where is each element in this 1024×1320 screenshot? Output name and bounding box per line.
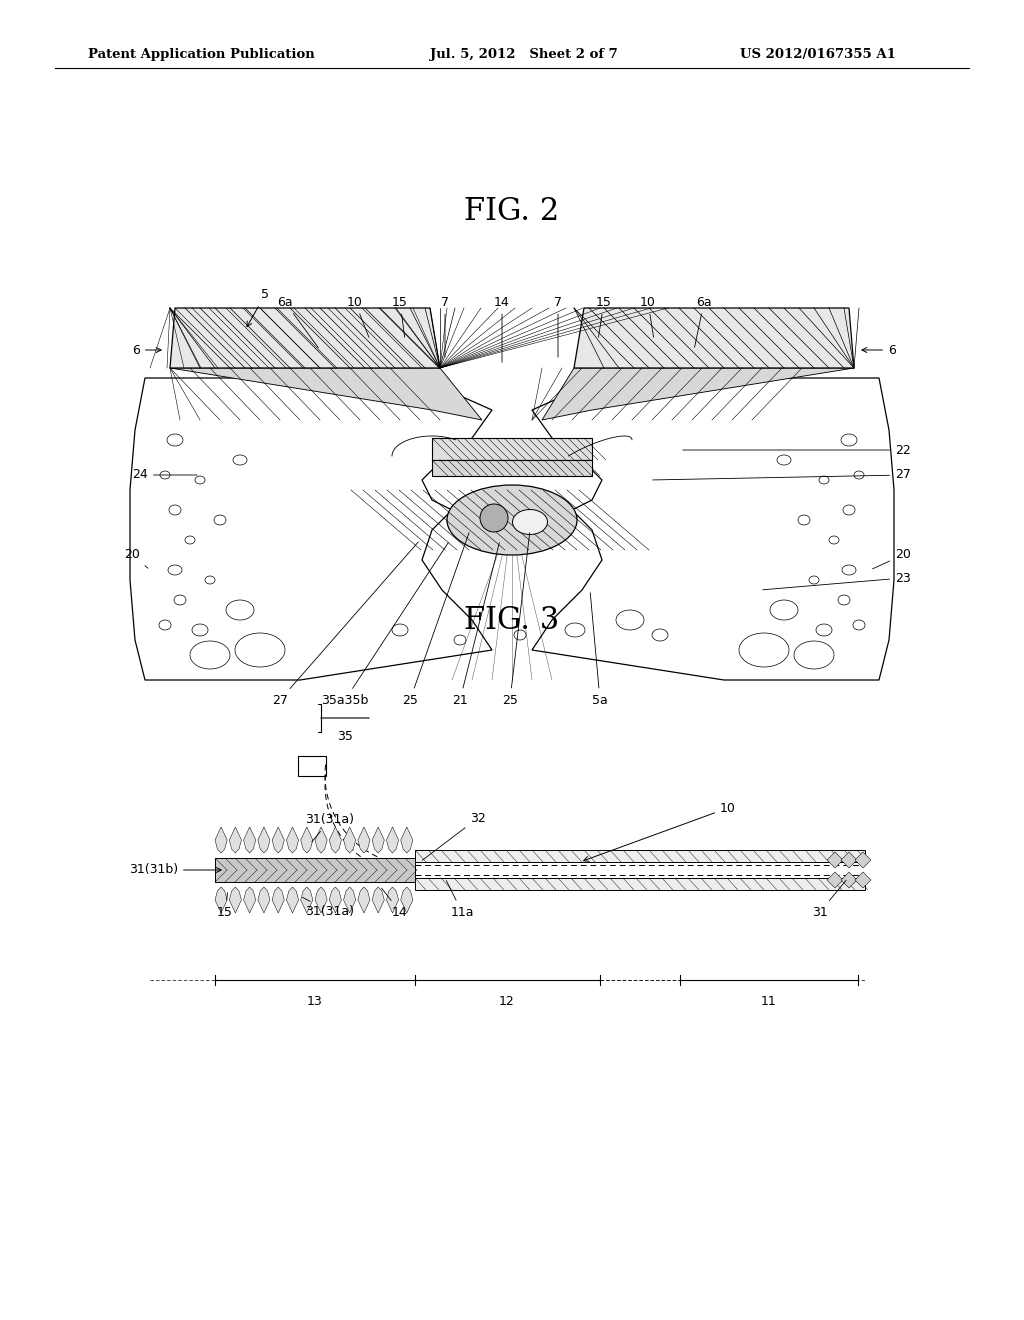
Text: 14: 14 <box>495 296 510 362</box>
Text: 11a: 11a <box>446 880 474 919</box>
Text: 7: 7 <box>441 296 449 358</box>
Text: 6: 6 <box>862 343 896 356</box>
Polygon shape <box>542 368 854 420</box>
Text: 12: 12 <box>499 995 515 1008</box>
Text: 31(31b): 31(31b) <box>129 863 221 876</box>
Polygon shape <box>330 887 341 913</box>
Polygon shape <box>229 887 242 913</box>
Polygon shape <box>244 828 256 853</box>
Text: 31(31a): 31(31a) <box>302 898 354 919</box>
Text: 7: 7 <box>554 296 562 358</box>
Text: 25: 25 <box>402 532 469 706</box>
Polygon shape <box>258 887 270 913</box>
Polygon shape <box>315 887 327 913</box>
Polygon shape <box>386 887 398 913</box>
Polygon shape <box>272 887 285 913</box>
Ellipse shape <box>447 484 577 554</box>
Text: 31: 31 <box>812 880 846 919</box>
Text: 10: 10 <box>347 296 369 338</box>
Polygon shape <box>229 828 242 853</box>
Polygon shape <box>827 873 843 888</box>
Bar <box>415 850 865 862</box>
Polygon shape <box>344 887 355 913</box>
Text: 35a35b: 35a35b <box>322 543 449 706</box>
Polygon shape <box>287 887 299 913</box>
Text: 13: 13 <box>307 995 323 1008</box>
Text: 27: 27 <box>652 469 911 482</box>
Circle shape <box>480 504 508 532</box>
Text: 21: 21 <box>453 543 500 706</box>
Text: 6a: 6a <box>694 296 712 347</box>
Text: 5: 5 <box>247 289 269 326</box>
Bar <box>432 459 592 477</box>
Polygon shape <box>315 828 327 853</box>
Polygon shape <box>215 828 227 853</box>
Text: 31(31a): 31(31a) <box>305 813 354 842</box>
Polygon shape <box>301 828 313 853</box>
Text: 15: 15 <box>392 296 408 337</box>
Text: 10: 10 <box>640 296 656 337</box>
Polygon shape <box>372 828 384 853</box>
Polygon shape <box>170 308 440 368</box>
Polygon shape <box>215 887 227 913</box>
Polygon shape <box>841 873 857 888</box>
Bar <box>298 756 326 776</box>
Bar <box>415 878 865 890</box>
Polygon shape <box>170 368 482 420</box>
Polygon shape <box>357 887 370 913</box>
Text: 25: 25 <box>502 533 529 706</box>
Polygon shape <box>272 828 285 853</box>
Text: 15: 15 <box>217 892 232 919</box>
Text: 20: 20 <box>124 549 147 568</box>
Text: 27: 27 <box>272 543 418 706</box>
Polygon shape <box>344 828 355 853</box>
Polygon shape <box>372 887 384 913</box>
Text: 24: 24 <box>132 469 198 482</box>
Bar <box>215 858 415 882</box>
Text: Jul. 5, 2012   Sheet 2 of 7: Jul. 5, 2012 Sheet 2 of 7 <box>430 48 617 61</box>
Text: 10: 10 <box>584 801 736 862</box>
Polygon shape <box>130 378 492 680</box>
Polygon shape <box>244 887 256 913</box>
Polygon shape <box>357 828 370 853</box>
Text: 11: 11 <box>761 995 777 1008</box>
Polygon shape <box>841 851 857 869</box>
Polygon shape <box>258 828 270 853</box>
Polygon shape <box>301 887 313 913</box>
Polygon shape <box>400 887 413 913</box>
Polygon shape <box>386 828 398 853</box>
Text: FIG. 3: FIG. 3 <box>464 605 560 636</box>
Ellipse shape <box>512 510 548 535</box>
Text: 22: 22 <box>683 444 910 457</box>
Polygon shape <box>855 873 871 888</box>
Polygon shape <box>855 851 871 869</box>
Polygon shape <box>827 851 843 869</box>
Text: 14: 14 <box>382 888 408 919</box>
Bar <box>432 438 592 459</box>
Text: 6a: 6a <box>278 296 318 347</box>
Text: 32: 32 <box>422 812 485 861</box>
Text: 15: 15 <box>596 296 612 337</box>
Polygon shape <box>532 378 894 680</box>
Text: 23: 23 <box>763 572 910 590</box>
Text: FIG. 2: FIG. 2 <box>464 195 560 227</box>
Polygon shape <box>400 828 413 853</box>
Text: 5a: 5a <box>590 593 608 706</box>
Text: US 2012/0167355 A1: US 2012/0167355 A1 <box>740 48 896 61</box>
Polygon shape <box>574 308 854 368</box>
Polygon shape <box>330 828 341 853</box>
Text: 6: 6 <box>132 343 161 356</box>
Polygon shape <box>287 828 299 853</box>
Text: 35: 35 <box>337 730 353 743</box>
Text: 20: 20 <box>872 549 911 569</box>
Text: Patent Application Publication: Patent Application Publication <box>88 48 314 61</box>
